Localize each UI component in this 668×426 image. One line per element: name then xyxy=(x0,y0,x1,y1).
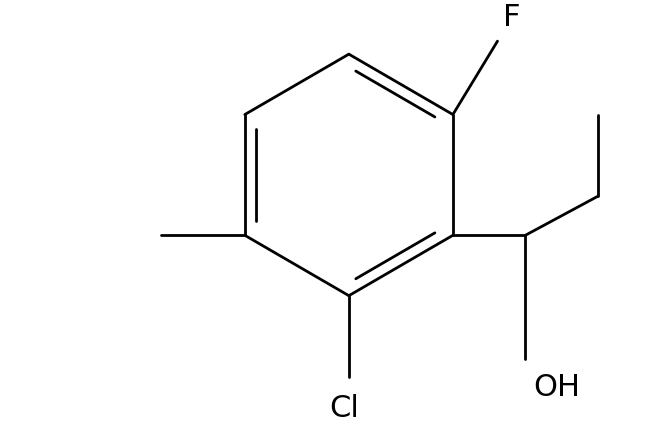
Text: Cl: Cl xyxy=(329,394,359,423)
Text: F: F xyxy=(503,3,520,32)
Text: OH: OH xyxy=(533,373,580,402)
